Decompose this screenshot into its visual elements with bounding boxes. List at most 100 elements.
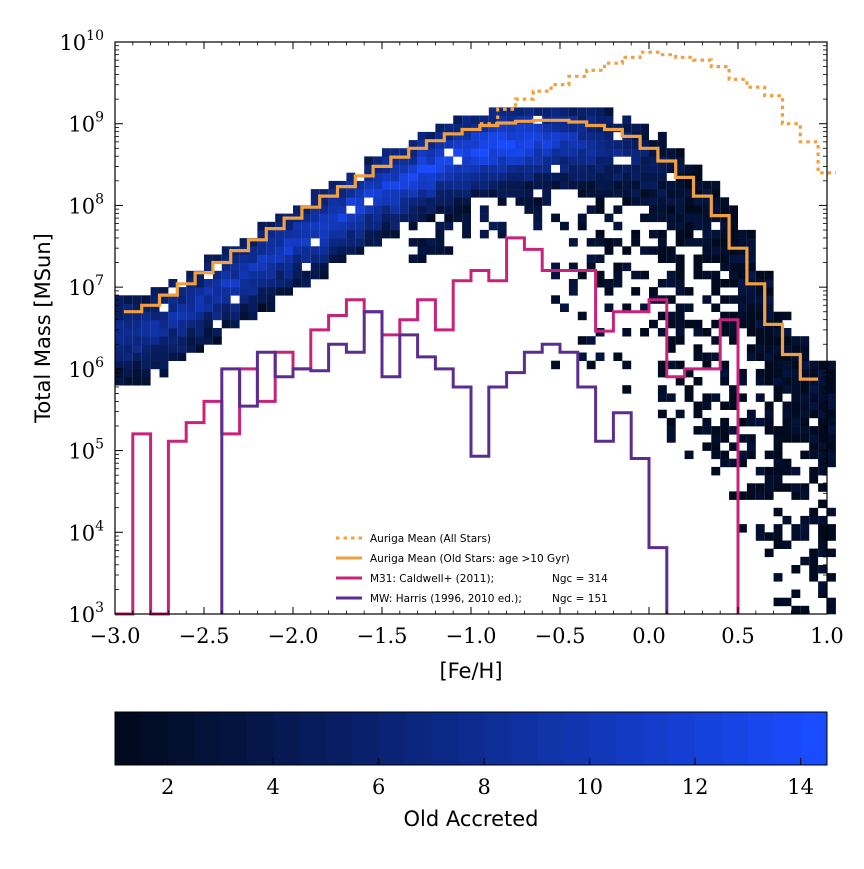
heatmap-cell [684, 180, 694, 190]
heatmap-cell [649, 164, 658, 174]
heatmap-cell [586, 172, 596, 182]
heatmap-cell [195, 279, 204, 288]
heatmap-cell [800, 352, 810, 361]
heatmap-cell [479, 205, 489, 214]
heatmap-cell [408, 172, 418, 182]
heatmap-cell [408, 164, 418, 174]
heatmap-cell [791, 393, 801, 402]
heatmap-cell [266, 254, 276, 263]
heatmap-cell [675, 328, 685, 337]
heatmap-cell [604, 172, 614, 182]
heatmap-cell [657, 238, 667, 247]
heatmap-cell [693, 197, 703, 206]
heatmap-cell [239, 262, 249, 272]
heatmap-cell [684, 229, 694, 239]
heatmap-cell [195, 336, 204, 345]
heatmap-cell [150, 328, 160, 337]
heatmap-cell [809, 548, 819, 558]
heatmap-cell [479, 115, 489, 124]
heatmap-cell [675, 205, 685, 214]
heatmap-cell [711, 246, 721, 255]
heatmap-cell [782, 385, 792, 394]
heatmap-cell [141, 328, 151, 337]
heatmap-cell [764, 279, 774, 288]
heatmap-cell [755, 287, 765, 296]
heatmap-cell [364, 164, 374, 174]
heatmap-cell [666, 189, 676, 198]
heatmap-cell [604, 107, 614, 116]
heatmap-cell [809, 573, 819, 582]
heatmap-cell [444, 131, 454, 141]
heatmap-cell [827, 393, 836, 402]
heatmap-cell [230, 319, 240, 329]
heatmap-cell [293, 279, 302, 288]
heatmap-cell [417, 140, 427, 149]
heatmap-cell [604, 131, 614, 141]
heatmap-cell [266, 287, 276, 296]
heatmap-cell [764, 475, 774, 484]
heatmap-cell [693, 172, 703, 182]
heatmap-cell [515, 164, 525, 174]
heatmap-cell [586, 238, 596, 247]
heatmap-cell [141, 352, 151, 361]
heatmap-cell [595, 189, 605, 198]
heatmap-cell [221, 311, 231, 321]
x-tick-label: −1.0 [446, 624, 497, 648]
heatmap-cell [613, 238, 623, 247]
heatmap-cell [453, 180, 463, 190]
heatmap-cell [773, 475, 783, 484]
heatmap-cell [284, 246, 293, 255]
heatmap-cell [284, 238, 293, 247]
heatmap-cell [551, 172, 560, 182]
heatmap-cell [257, 262, 267, 272]
heatmap-cell [284, 254, 293, 263]
heatmap-cell [497, 148, 507, 157]
heatmap-cell [666, 311, 676, 321]
heatmap-cell [497, 172, 507, 182]
heatmap-cell [657, 246, 667, 255]
heatmap-cell [640, 328, 649, 337]
heatmap-cell [622, 197, 632, 206]
heatmap-cell [257, 238, 267, 247]
heatmap-cell [666, 270, 676, 280]
heatmap-cell [782, 344, 792, 353]
heatmap-cell [791, 466, 801, 476]
heatmap-cell [720, 434, 730, 443]
heatmap-cell [195, 303, 204, 312]
heatmap-cell [604, 115, 614, 124]
heatmap-cell [577, 221, 587, 231]
heatmap-cell [355, 197, 365, 206]
heatmap-cell [524, 164, 534, 174]
heatmap-cell [657, 385, 667, 394]
heatmap-cell [622, 164, 632, 174]
heatmap-cell [319, 213, 329, 223]
heatmap-cell [177, 295, 187, 304]
heatmap-cell [301, 213, 311, 223]
heatmap-cell [390, 156, 400, 165]
heatmap-cell [773, 483, 783, 492]
heatmap-cell [800, 368, 810, 378]
heatmap-cell [711, 229, 721, 239]
heatmap-cell [577, 213, 587, 223]
heatmap-cell [827, 434, 836, 443]
heatmap-cell [453, 213, 463, 223]
heatmap-cell [230, 303, 240, 312]
heatmap-cell [399, 205, 409, 214]
heatmap-cell [720, 279, 730, 288]
heatmap-cell [800, 515, 810, 525]
heatmap-cell [435, 197, 445, 206]
heatmap-cell [800, 336, 810, 345]
heatmap-cell [675, 319, 685, 329]
heatmap-cell [782, 417, 792, 427]
heatmap-cell [702, 426, 712, 435]
heatmap-cell [435, 238, 445, 247]
heatmap-cell [702, 254, 712, 263]
heatmap-cell [390, 180, 400, 190]
heatmap-cell [506, 123, 516, 133]
heatmap-cell [729, 246, 738, 255]
heatmap-cell [186, 303, 196, 312]
heatmap-cell [631, 189, 641, 198]
heatmap-cell [622, 385, 632, 394]
heatmap-cell [773, 426, 783, 435]
heatmap-cell [809, 368, 819, 378]
